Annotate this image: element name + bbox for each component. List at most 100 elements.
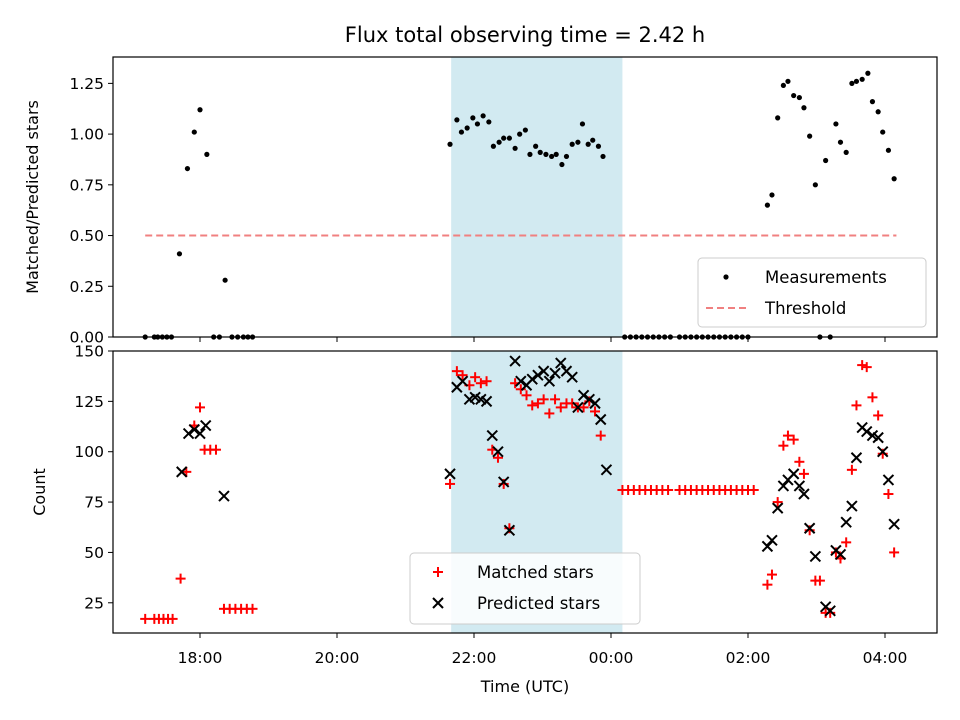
measurement-point	[563, 153, 570, 160]
measurement-point	[590, 137, 596, 143]
legend-marker-dot	[723, 274, 729, 280]
predicted-star-point	[761, 540, 774, 553]
predicted-star-point	[846, 500, 858, 512]
predicted-star-point	[577, 389, 590, 402]
measurement-point	[823, 157, 829, 164]
matched-star-point	[167, 613, 178, 624]
measurement-point	[801, 105, 807, 111]
legend-marker-plus	[433, 567, 443, 577]
matched-star-point	[883, 489, 894, 500]
predicted-star-point	[515, 375, 527, 387]
predicted-star-point	[888, 518, 900, 530]
predicted-star-point	[787, 468, 800, 480]
predicted-star-point	[492, 446, 504, 458]
legend-top: Measurements Threshold	[697, 257, 927, 328]
predicted-star-point	[771, 502, 784, 514]
measurement-point	[865, 70, 871, 76]
predicted-star-point	[200, 419, 212, 432]
measurement-point	[533, 143, 539, 149]
measurement-point	[501, 135, 507, 141]
matched-star-point	[748, 484, 759, 495]
matched-star-point	[861, 362, 872, 373]
predicted-star-point	[532, 369, 544, 381]
predicted-star-point	[803, 522, 816, 534]
legend-label: Measurements	[765, 268, 887, 287]
matched-star-point	[590, 406, 601, 417]
predicted-star-point	[566, 371, 578, 383]
predicted-star-point	[497, 476, 510, 488]
matched-star-point	[814, 575, 825, 586]
y-axis-label-top: Matched/Predicted stars	[23, 100, 42, 294]
measurement-point	[204, 151, 210, 157]
matched-star-point	[873, 410, 884, 421]
x-tick-label: 22:00	[452, 649, 497, 667]
predicted-star-point	[809, 550, 822, 563]
matched-star-point	[762, 579, 773, 590]
matched-star-point	[794, 456, 805, 467]
measurement-point	[197, 107, 203, 113]
predicted-star-point	[589, 397, 601, 410]
measurement-point	[785, 78, 791, 84]
y-tick-label: 125	[74, 393, 104, 411]
predicted-star-point	[850, 452, 863, 464]
legend-label: Matched stars	[477, 563, 594, 582]
measurement-point	[549, 153, 555, 160]
y-tick-label: 25	[84, 594, 104, 612]
measurement-point	[807, 133, 813, 139]
matched-star-point	[889, 547, 900, 558]
measurement-point	[537, 149, 543, 155]
matched-star-point	[663, 484, 674, 495]
panel-ratio: 0.00 0.25 0.50 0.75 1.00 1.25 Matched/Predict…	[23, 56, 938, 347]
measurement-point	[454, 117, 460, 123]
measurement-point	[833, 121, 839, 127]
predicted-star-point	[526, 373, 538, 385]
measurement-point	[600, 153, 606, 160]
matched-star-point	[857, 360, 868, 371]
measurement-point	[796, 94, 802, 101]
measurement-point	[222, 277, 228, 283]
measurement-point	[791, 92, 797, 99]
y-tick-label: 75	[84, 494, 104, 512]
matched-star-point	[804, 525, 815, 536]
measurement-point	[880, 129, 886, 135]
measurement-point	[490, 143, 497, 149]
matched-star-point	[544, 408, 555, 419]
measurement-point	[780, 82, 786, 89]
measurement-point	[543, 151, 549, 157]
matched-star-point	[867, 392, 878, 403]
y-tick-label: 150	[74, 343, 104, 361]
matched-star-point	[825, 607, 836, 618]
y-tick-label: 0.50	[69, 227, 104, 245]
predicted-star-point	[766, 534, 778, 547]
predicted-star-point	[176, 466, 188, 478]
measurement-point	[191, 129, 197, 135]
y-tick-label: 0.75	[69, 176, 104, 194]
matched-star-point	[210, 444, 221, 455]
measurement-point	[843, 149, 849, 155]
measurement-point	[486, 119, 492, 125]
predicted-star-point	[882, 474, 895, 486]
predicted-star-point	[824, 605, 836, 617]
predicted-star-point	[872, 431, 884, 444]
matched-star-point	[515, 384, 526, 395]
measurement-point	[527, 151, 533, 157]
x-tick-label: 18:00	[178, 649, 223, 667]
matched-star-point	[788, 434, 799, 445]
predicted-star-point	[444, 468, 456, 480]
x-tick-label: 20:00	[315, 649, 360, 667]
predicted-star-point	[537, 365, 550, 377]
x-axis-label: Time (UTC)	[480, 677, 569, 696]
measurement-point	[553, 151, 559, 157]
predicted-star-point	[555, 357, 567, 369]
predicted-star-point	[583, 393, 596, 406]
matched-star-point	[578, 402, 589, 413]
predicted-star-point	[798, 488, 810, 500]
predicted-star-point	[840, 516, 852, 528]
measurement-point	[474, 121, 481, 127]
predicted-star-point	[543, 375, 556, 387]
predicted-star-point	[877, 446, 889, 458]
matched-star-point	[475, 378, 486, 389]
legend-box	[409, 552, 641, 625]
predicted-star-point	[456, 375, 469, 387]
measurement-point	[458, 129, 465, 135]
